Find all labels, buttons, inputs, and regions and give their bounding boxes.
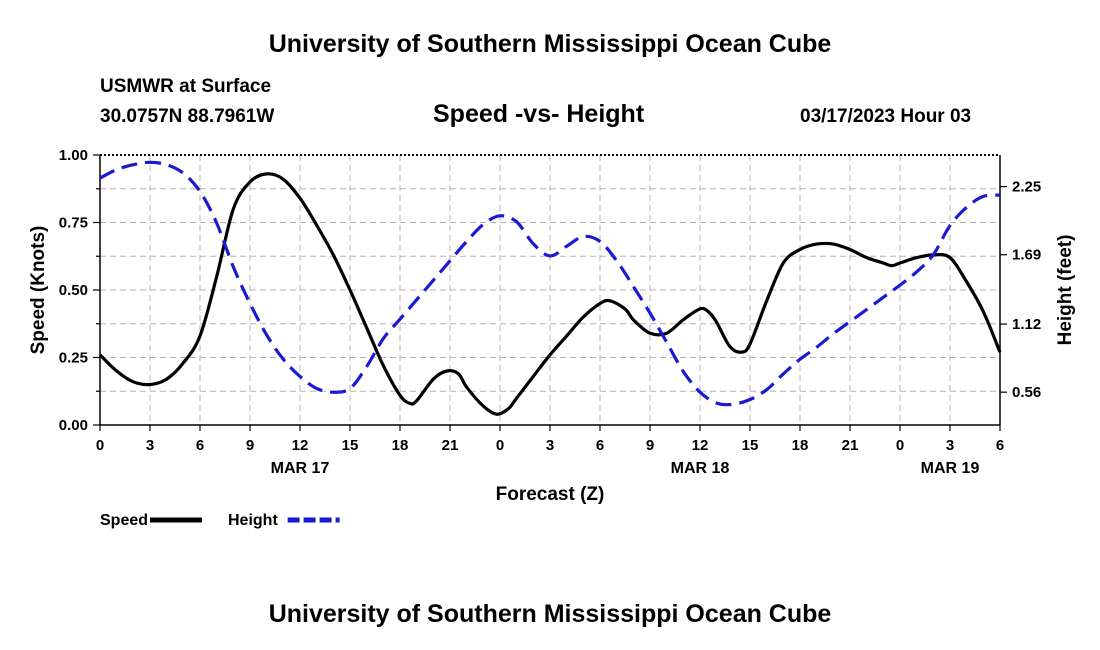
y-tick-label: 0.75 <box>59 215 88 232</box>
date-label: MAR 19 <box>921 460 980 477</box>
legend: Speed Height <box>100 512 340 529</box>
legend-label-speed: Speed <box>100 512 148 529</box>
x-tick-label: 12 <box>292 437 309 454</box>
date-label: MAR 18 <box>671 460 730 477</box>
x-tick-label: 6 <box>596 437 604 454</box>
chart-title: Speed -vs- Height <box>433 100 645 128</box>
y-tick-label: 0.00 <box>59 417 88 434</box>
x-tick-label: 0 <box>96 437 104 454</box>
x-axis-title: Forecast (Z) <box>496 484 605 505</box>
footer-title: University of Southern Mississippi Ocean… <box>268 600 832 628</box>
x-tick-label: 15 <box>342 437 359 454</box>
x-tick-label: 9 <box>646 437 654 454</box>
date-label: MAR 17 <box>271 460 330 477</box>
y-tick-label: 1.00 <box>59 147 88 164</box>
y-axis-title: Speed (Knots) <box>28 226 49 355</box>
y2-tick-label: 1.12 <box>1012 316 1041 333</box>
x-tick-label: 15 <box>742 437 759 454</box>
y2-tick-label: 1.69 <box>1012 247 1041 264</box>
x-tick-label: 21 <box>442 437 459 454</box>
series-line-speed <box>98 172 1002 416</box>
grid <box>100 155 1000 425</box>
x-tick-label: 0 <box>896 437 904 454</box>
series-lines <box>98 160 1002 416</box>
x-tick-label: 18 <box>792 437 809 454</box>
x-tick-label: 21 <box>842 437 859 454</box>
y2-tick-label: 0.56 <box>1012 384 1041 401</box>
station-label: USMWR at Surface <box>100 76 272 97</box>
y-tick-label: 0.25 <box>59 350 88 367</box>
x-tick-label: 6 <box>196 437 204 454</box>
x-tick-label: 3 <box>546 437 554 454</box>
y-tick-label: 0.50 <box>59 282 88 299</box>
x-tick-label: 3 <box>146 437 154 454</box>
x-tick-label: 12 <box>692 437 709 454</box>
legend-label-height: Height <box>228 512 278 529</box>
x-tick-label: 18 <box>392 437 409 454</box>
y2-tick-label: 2.25 <box>1012 179 1041 196</box>
series-line-height <box>99 160 1001 407</box>
axes: 0 3 6 9 12 15 18 21 0 3 6 9 12 15 18 21 0 3 6 MAR 17 MAR 18 M… <box>28 147 1076 505</box>
x-tick-label: 6 <box>996 437 1004 454</box>
x-tick-label: 3 <box>946 437 954 454</box>
station-coordinates: 30.0757N 88.7961W <box>100 106 275 127</box>
main-title: University of Southern Mississippi Ocean… <box>268 30 832 58</box>
x-tick-label: 0 <box>496 437 504 454</box>
x-tick-label: 9 <box>246 437 254 454</box>
forecast-datetime: 03/17/2023 Hour 03 <box>800 106 972 127</box>
y2-axis-title: Height (feet) <box>1055 235 1076 346</box>
